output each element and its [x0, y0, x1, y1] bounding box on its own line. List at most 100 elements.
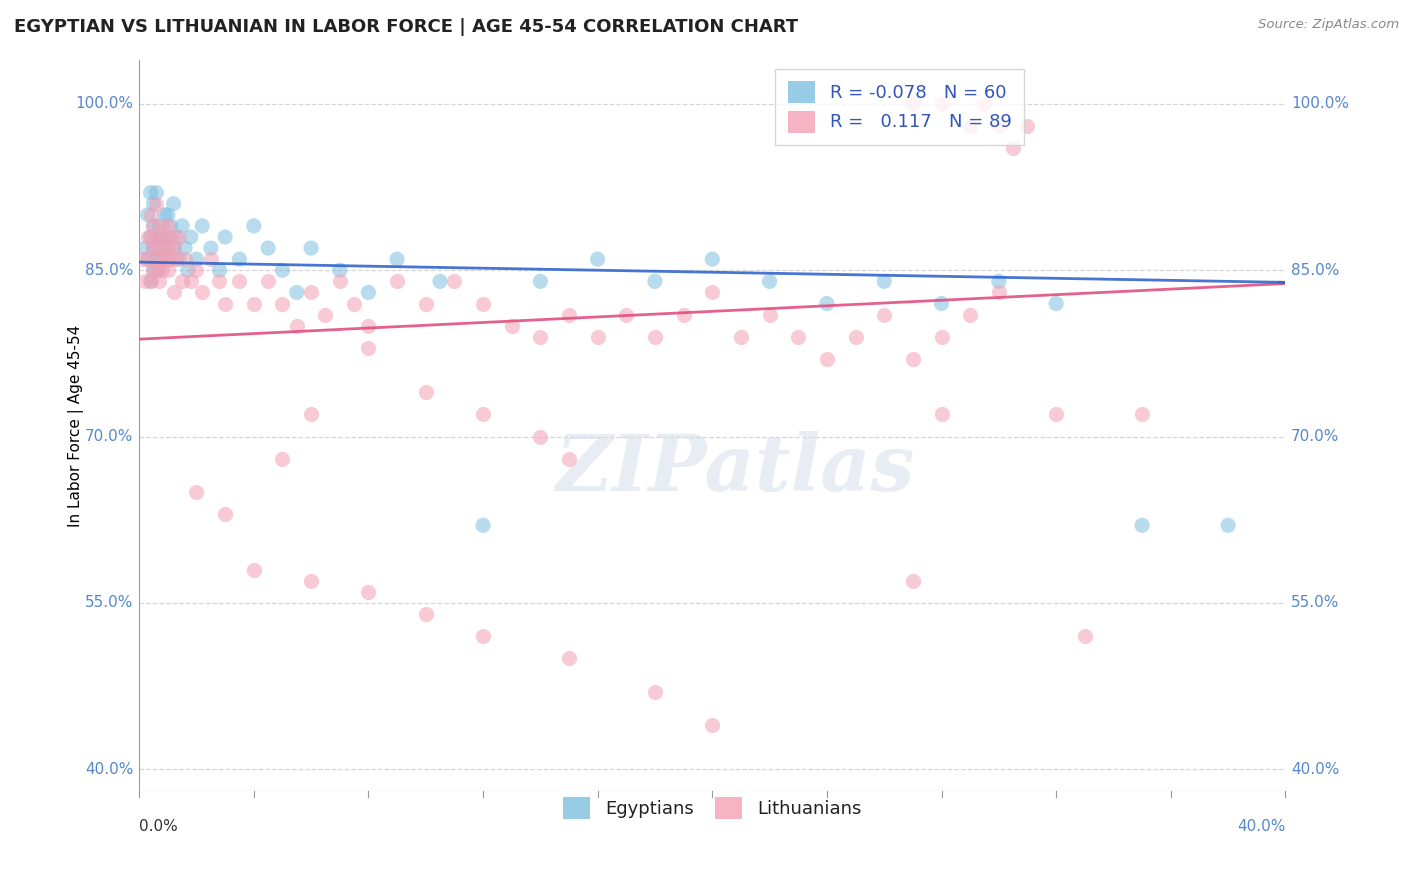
Point [472, 518, 495, 533]
Point [214, 507, 236, 521]
Point [873, 274, 896, 288]
Point [148, 230, 170, 244]
Point [415, 296, 437, 310]
Text: Source: ZipAtlas.com: Source: ZipAtlas.com [1258, 18, 1399, 31]
Point [415, 385, 437, 400]
Point [169, 252, 191, 267]
Text: 100.0%: 100.0% [1291, 96, 1350, 112]
Point [145, 186, 167, 200]
Point [299, 285, 322, 300]
Point [357, 341, 380, 355]
Point [148, 252, 170, 267]
Point [1045, 408, 1067, 422]
Point [529, 274, 551, 288]
Text: 40.0%: 40.0% [86, 762, 134, 777]
Point [329, 274, 352, 288]
Legend: Egyptians, Lithuanians: Egyptians, Lithuanians [553, 786, 872, 830]
Point [901, 351, 924, 366]
Point [134, 274, 156, 288]
Point [758, 308, 780, 322]
Point [148, 219, 170, 233]
Point [1216, 518, 1239, 533]
Point [357, 318, 380, 333]
Point [153, 252, 176, 267]
Point [186, 252, 208, 267]
Point [186, 263, 208, 277]
Point [558, 651, 581, 665]
Point [931, 97, 953, 112]
Point [501, 318, 523, 333]
Point [472, 629, 495, 643]
Point [257, 241, 280, 255]
Point [174, 241, 197, 255]
Point [162, 241, 184, 255]
Point [314, 308, 336, 322]
Point [299, 574, 322, 588]
Point [191, 219, 214, 233]
Point [815, 296, 838, 310]
Point [134, 241, 156, 255]
Point [191, 285, 214, 300]
Point [1002, 141, 1025, 155]
Point [228, 274, 250, 288]
Point [257, 274, 280, 288]
Point [145, 196, 167, 211]
Point [586, 330, 609, 344]
Point [159, 252, 181, 267]
Point [901, 574, 924, 588]
Point [145, 263, 167, 277]
Text: 55.0%: 55.0% [86, 595, 134, 610]
Point [987, 285, 1010, 300]
Point [285, 318, 308, 333]
Point [136, 230, 159, 244]
Point [136, 208, 159, 222]
Point [644, 684, 666, 698]
Point [758, 274, 780, 288]
Point [415, 607, 437, 621]
Point [702, 285, 724, 300]
Point [169, 230, 191, 244]
Point [139, 230, 162, 244]
Point [162, 241, 184, 255]
Point [228, 252, 250, 267]
Point [150, 241, 173, 255]
Point [142, 263, 165, 277]
Point [243, 563, 266, 577]
Point [172, 274, 194, 288]
Point [672, 308, 695, 322]
Text: ZIPatlas: ZIPatlas [555, 431, 915, 508]
Point [271, 296, 294, 310]
Point [357, 285, 380, 300]
Point [172, 219, 194, 233]
Point [208, 274, 231, 288]
Point [208, 263, 231, 277]
Point [150, 263, 173, 277]
Point [165, 230, 187, 244]
Point [145, 241, 167, 255]
Point [139, 208, 162, 222]
Point [873, 308, 896, 322]
Point [156, 219, 179, 233]
Point [131, 252, 153, 267]
Text: 70.0%: 70.0% [86, 429, 134, 444]
Point [148, 263, 170, 277]
Point [177, 263, 200, 277]
Point [385, 274, 408, 288]
Point [429, 274, 451, 288]
Point [614, 308, 637, 322]
Point [815, 351, 838, 366]
Point [180, 274, 202, 288]
Point [145, 252, 167, 267]
Text: 100.0%: 100.0% [76, 96, 134, 112]
Point [1130, 408, 1153, 422]
Point [165, 252, 187, 267]
Point [730, 330, 752, 344]
Point [153, 241, 176, 255]
Point [558, 451, 581, 466]
Point [162, 285, 184, 300]
Point [1130, 518, 1153, 533]
Point [148, 241, 170, 255]
Point [142, 219, 165, 233]
Point [174, 252, 197, 267]
Point [959, 119, 981, 133]
